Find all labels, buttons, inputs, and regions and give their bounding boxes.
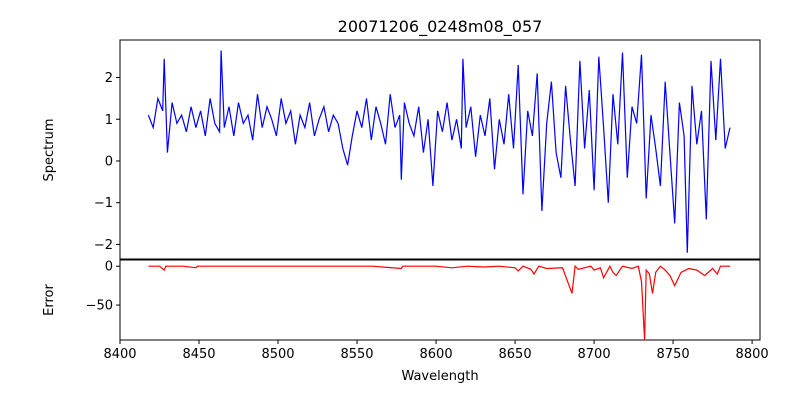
spectrum-y-tick-label: 0: [105, 154, 113, 169]
x-axis-label: Wavelength: [401, 369, 478, 384]
x-tick-label: 8400: [103, 347, 136, 362]
error-y-tick-label: 0: [105, 260, 113, 275]
error-series-line: [148, 264, 730, 341]
spectrum-y-tick-label: 1: [105, 113, 113, 128]
spectrum-y-tick-label: 2: [105, 71, 113, 86]
spectrum-series-line: [147, 50, 731, 253]
x-tick-label: 8550: [340, 347, 373, 362]
x-tick-label: 8750: [657, 347, 690, 362]
x-tick-label: 8500: [261, 347, 294, 362]
x-tick-label: 8450: [182, 347, 215, 362]
x-tick-label: 8650: [499, 347, 532, 362]
spectrum-y-tick-label: −1: [94, 196, 113, 211]
error-y-axis-label: Error: [42, 284, 57, 316]
spectrum-y-ticks: 2 1 0 −1 −2: [94, 71, 120, 253]
spectrum-y-axis-label: Spectrum: [42, 119, 57, 182]
error-panel: 0 −50 Error: [42, 259, 761, 341]
x-axis-ticks: 8400 8450 8500 8550 8600 8650 8700 8750 8800: [103, 340, 769, 362]
spectrum-panel: 2 1 0 −1 −2 Spectrum: [42, 39, 761, 260]
error-y-tick-label: −50: [86, 299, 113, 314]
spectrum-axes-frame: [119, 39, 761, 260]
x-tick-label: 8800: [736, 347, 769, 362]
chart-title: 20071206_0248m08_057: [338, 17, 543, 37]
x-tick-label: 8600: [420, 347, 453, 362]
spectrum-y-tick-label: −2: [94, 238, 113, 253]
error-axes-frame: [119, 259, 761, 341]
error-y-ticks: 0 −50: [86, 260, 120, 314]
x-tick-label: 8700: [578, 347, 611, 362]
